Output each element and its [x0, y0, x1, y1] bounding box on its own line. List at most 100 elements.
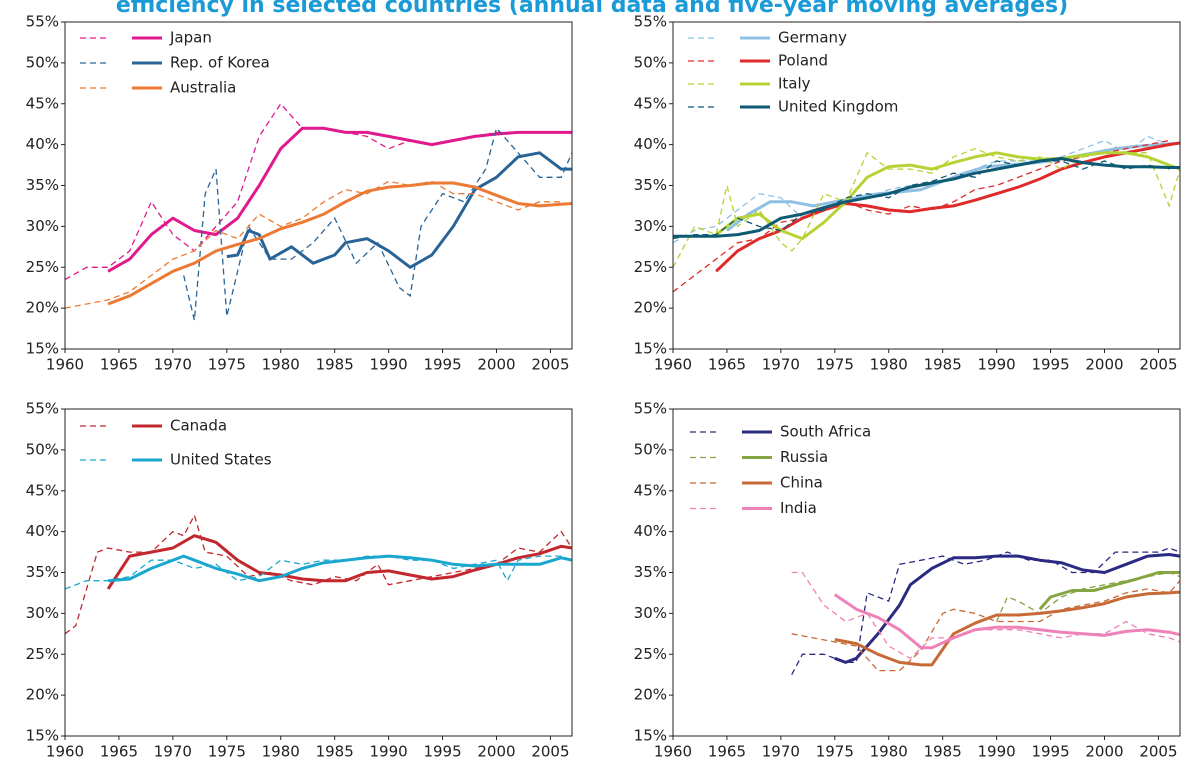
- x-tick-label: 1960: [46, 743, 84, 761]
- y-tick-label: 55%: [634, 400, 667, 418]
- page-title: efficiency in selected countries (annual…: [116, 0, 1068, 18]
- y-tick-label: 25%: [26, 645, 59, 663]
- x-tick-label: 1970: [154, 356, 192, 374]
- y-tick-label: 15%: [634, 727, 667, 745]
- y-tick-label: 25%: [634, 645, 667, 663]
- x-tick-label: 1970: [762, 356, 800, 374]
- x-tick-label: 1985: [316, 356, 354, 374]
- lines: [65, 513, 572, 635]
- y-tick-label: 25%: [26, 258, 59, 276]
- x-tick-label: 1990: [978, 356, 1016, 374]
- annual-line: [673, 160, 1170, 240]
- x-tick-label: 1965: [708, 356, 746, 374]
- x-tick-label: 2000: [1085, 743, 1123, 761]
- y-tick-label: 50%: [26, 53, 59, 71]
- legend-label: Italy: [778, 75, 811, 93]
- y-tick-label: 50%: [634, 53, 667, 71]
- legend-label: India: [780, 499, 817, 517]
- average-line: [725, 141, 1180, 232]
- y-tick-label: 30%: [26, 604, 59, 622]
- legend-label: Australia: [170, 79, 236, 97]
- y-tick-label: 50%: [26, 440, 59, 458]
- x-tick-label: 1990: [370, 356, 408, 374]
- plot-frame: [64, 408, 573, 737]
- average-line: [107, 126, 572, 273]
- x-tick-label: 1965: [100, 743, 138, 761]
- y-tick-label: 45%: [26, 481, 59, 499]
- x-tick-label: 1960: [654, 356, 692, 374]
- y-tick-label: 20%: [634, 686, 667, 704]
- y-tick-label: 55%: [26, 13, 59, 31]
- average-line: [834, 590, 1180, 667]
- x-tick-label: 1965: [100, 356, 138, 374]
- legend-label: Rep. of Korea: [170, 54, 270, 72]
- annual-line: [65, 180, 562, 309]
- x-tick-label: 2005: [1139, 356, 1177, 374]
- plot-frame: [672, 21, 1181, 350]
- x-tick-label: 1995: [423, 356, 461, 374]
- x-tick-label: 1980: [870, 743, 908, 761]
- plot-frame: [64, 21, 573, 350]
- x-tick-label: 1990: [370, 743, 408, 761]
- x-tick-label: 1975: [208, 743, 246, 761]
- y-tick-label: 45%: [26, 94, 59, 112]
- x-tick-label: 2000: [477, 356, 515, 374]
- x-tick-label: 1960: [46, 356, 84, 374]
- x-tick-label: 2005: [1139, 743, 1177, 761]
- legend-label: United Kingdom: [778, 98, 898, 116]
- y-tick-label: 40%: [634, 135, 667, 153]
- y-tick-label: 20%: [26, 299, 59, 317]
- x-tick-label: 1995: [423, 743, 461, 761]
- average-line: [106, 534, 572, 590]
- x-tick-label: 1975: [208, 356, 246, 374]
- y-tick-label: 35%: [26, 563, 59, 581]
- legend-label: Germany: [778, 29, 847, 47]
- lines: [673, 135, 1180, 293]
- x-tick-label: 1975: [816, 356, 854, 374]
- y-tick-label: 20%: [634, 299, 667, 317]
- average-line: [673, 157, 1180, 238]
- x-tick-label: 1985: [924, 356, 962, 374]
- y-tick-label: 15%: [634, 340, 667, 358]
- annual-line: [996, 571, 1180, 622]
- average-line: [226, 151, 572, 269]
- x-tick-label: 1965: [708, 743, 746, 761]
- legend-label: China: [780, 474, 823, 492]
- y-tick-label: 55%: [26, 400, 59, 418]
- y-tick-label: 25%: [634, 258, 667, 276]
- lines: [791, 547, 1180, 676]
- average-line: [107, 181, 572, 306]
- legend-label: United States: [170, 451, 272, 469]
- panel: 15% 20% 25% 30% 35% 40% 45% 50% 55% 1960 1965 1970 1…: [26, 400, 573, 761]
- legend-label: Poland: [778, 52, 828, 70]
- y-tick-label: 15%: [26, 727, 59, 745]
- x-tick-label: 2005: [531, 743, 569, 761]
- y-tick-label: 40%: [634, 522, 667, 540]
- average-line: [833, 593, 1180, 650]
- x-tick-label: 1980: [262, 356, 300, 374]
- y-tick-label: 35%: [634, 563, 667, 581]
- x-tick-label: 1970: [154, 743, 192, 761]
- x-tick-label: 1995: [1031, 356, 1069, 374]
- legend-label: Japan: [169, 29, 212, 47]
- annual-line: [791, 580, 1180, 672]
- x-tick-label: 1990: [978, 743, 1016, 761]
- annual-line: [791, 547, 1180, 676]
- y-tick-label: 45%: [634, 481, 667, 499]
- x-tick-label: 2000: [477, 743, 515, 761]
- legend-label: South Africa: [780, 423, 871, 441]
- y-tick-label: 20%: [26, 686, 59, 704]
- y-tick-label: 50%: [634, 440, 667, 458]
- average-line: [715, 141, 1180, 273]
- x-tick-label: 1995: [1031, 743, 1069, 761]
- panel: 15% 20% 25% 30% 35% 40% 45% 50% 55% 1960 1965 1970 1…: [634, 400, 1181, 761]
- x-tick-label: 2005: [531, 356, 569, 374]
- legend-label: Russia: [780, 448, 828, 466]
- x-tick-label: 2000: [1085, 356, 1123, 374]
- y-tick-label: 35%: [26, 176, 59, 194]
- y-tick-label: 35%: [634, 176, 667, 194]
- x-tick-label: 1970: [762, 743, 800, 761]
- plot-frame: [672, 408, 1181, 737]
- x-tick-label: 1980: [262, 743, 300, 761]
